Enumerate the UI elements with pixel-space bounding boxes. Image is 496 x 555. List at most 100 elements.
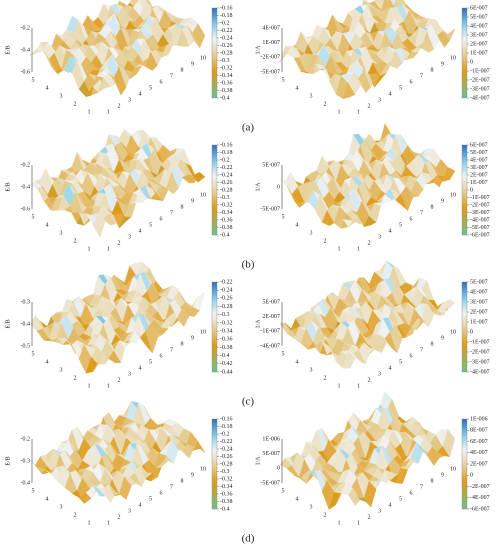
colorbar-label: -0.2	[220, 20, 230, 26]
x-tick-label: 9	[441, 61, 444, 67]
x-tick-label: 3	[128, 371, 131, 377]
y-tick-label: 2	[74, 375, 77, 381]
colorbar-label: 1E-006	[470, 416, 488, 422]
colorbar	[211, 281, 218, 373]
x-tick-label: 5	[149, 85, 152, 91]
x-tick-label: 3	[128, 508, 131, 514]
x-tick-label: 4	[139, 365, 142, 371]
z-tick-label: -2E-007	[260, 55, 280, 61]
colorbar-label: -2E-007	[470, 77, 490, 83]
x-tick-label: 8	[431, 478, 434, 484]
colorbar-label: -0.16	[220, 142, 233, 148]
x-tick-label: 7	[170, 347, 173, 353]
colorbar	[461, 418, 468, 510]
colorbar-label: 4E-007	[470, 289, 488, 295]
z-tick-label: 5E-007	[262, 299, 280, 305]
x-tick-label: 4	[139, 91, 142, 97]
z-tick-label: -0.6	[21, 69, 31, 75]
x-tick-label: 8	[181, 204, 184, 210]
z-tick-label: -0.6	[21, 206, 31, 212]
colorbar-label: -0.28	[220, 461, 233, 467]
z-tick-label: 0	[277, 184, 280, 190]
colorbar-label: -0.22	[220, 279, 233, 285]
colorbar-label: 6E-007	[470, 439, 488, 445]
z-axis-label: E/B	[5, 456, 11, 465]
x-tick-label: 10	[450, 192, 456, 198]
colorbar	[461, 7, 468, 99]
z-tick-label: 1E-007	[262, 40, 280, 46]
x-tick-label: 9	[191, 198, 194, 204]
colorbar-label: -0.3	[220, 58, 230, 64]
y-tick-label: 1	[338, 109, 341, 115]
x-tick-label: 5	[399, 359, 402, 365]
colorbar-label: -0.2	[220, 157, 230, 163]
colorbar-label: 0	[470, 329, 473, 335]
colorbar-label: -0.26	[220, 180, 233, 186]
x-tick-label: 2	[118, 240, 121, 246]
z-tick-label: -0.4	[21, 184, 31, 190]
surface-patch	[192, 290, 206, 311]
x-tick-label: 2	[118, 514, 121, 520]
x-tick-label: 4	[139, 502, 142, 508]
x-tick-label: 9	[191, 472, 194, 478]
colorbar-label: -0.3	[220, 469, 230, 475]
colorbar-label: -4E-007	[470, 95, 490, 101]
x-tick-label: 9	[441, 335, 444, 341]
y-tick-label: 5	[282, 214, 285, 220]
x-tick-label: 3	[378, 371, 381, 377]
x-tick-label: 9	[191, 61, 194, 67]
x-tick-label: 10	[450, 329, 456, 335]
colorbar-label: -0.28	[220, 304, 233, 310]
colorbar-label: 2E-007	[470, 461, 488, 467]
x-tick-label: 1	[107, 383, 110, 389]
surface-plot	[279, 391, 456, 511]
z-tick-label: -5E-007	[260, 69, 280, 75]
x-tick-label: 4	[389, 502, 392, 508]
colorbar-label: -0.42	[220, 361, 233, 367]
z-tick-label: -0.2	[21, 25, 31, 31]
x-tick-label: 2	[118, 377, 121, 383]
z-tick-label: -4E-007	[260, 343, 280, 349]
y-tick-label: 3	[60, 367, 63, 373]
y-tick-label: 1	[88, 520, 91, 526]
colorbar-label: 4E-007	[470, 23, 488, 29]
x-tick-label: 1	[357, 520, 360, 526]
z-tick-label: -0.3	[21, 458, 31, 464]
colorbar-label: -0.3	[220, 195, 230, 201]
y-tick-label: 4	[46, 222, 49, 228]
colorbar-label: -0.36	[220, 491, 233, 497]
surface-patch	[192, 172, 206, 183]
x-tick-label: 7	[420, 73, 423, 79]
colorbar-label: -4E-007	[470, 217, 490, 223]
y-tick-label: 2	[324, 375, 327, 381]
colorbar-label: 4E-007	[470, 450, 488, 456]
z-tick-label: 0	[277, 466, 280, 472]
x-tick-label: 2	[368, 103, 371, 109]
y-tick-label: 1	[88, 109, 91, 115]
colorbar	[461, 281, 468, 373]
y-tick-label: 4	[296, 359, 299, 365]
z-tick-label: -0.4	[21, 321, 31, 327]
x-tick-label: 4	[389, 91, 392, 97]
surface-plot	[29, 129, 206, 238]
x-tick-label: 1	[107, 109, 110, 115]
y-tick-label: 5	[32, 77, 35, 83]
colorbar	[211, 7, 218, 99]
colorbar-label: -0.18	[220, 150, 233, 156]
y-tick-label: 4	[46, 85, 49, 91]
colorbar-label: -1E-007	[470, 68, 490, 74]
x-tick-label: 7	[420, 347, 423, 353]
z-axis-label: 1/A	[255, 45, 261, 55]
y-tick-label: 5	[32, 214, 35, 220]
z-tick-label: -5E-007	[260, 206, 280, 212]
colorbar-label: 6E-007	[470, 5, 488, 11]
colorbar-label: -0.32	[220, 476, 233, 482]
x-tick-label: 8	[181, 67, 184, 73]
colorbar-label: -0.38	[220, 345, 233, 351]
x-tick-label: 6	[160, 490, 163, 496]
x-tick-label: 7	[170, 210, 173, 216]
colorbar	[461, 144, 468, 236]
z-tick-label: -0.5	[21, 343, 31, 349]
surface-plot	[29, 401, 206, 505]
surface-patch	[374, 0, 385, 11]
